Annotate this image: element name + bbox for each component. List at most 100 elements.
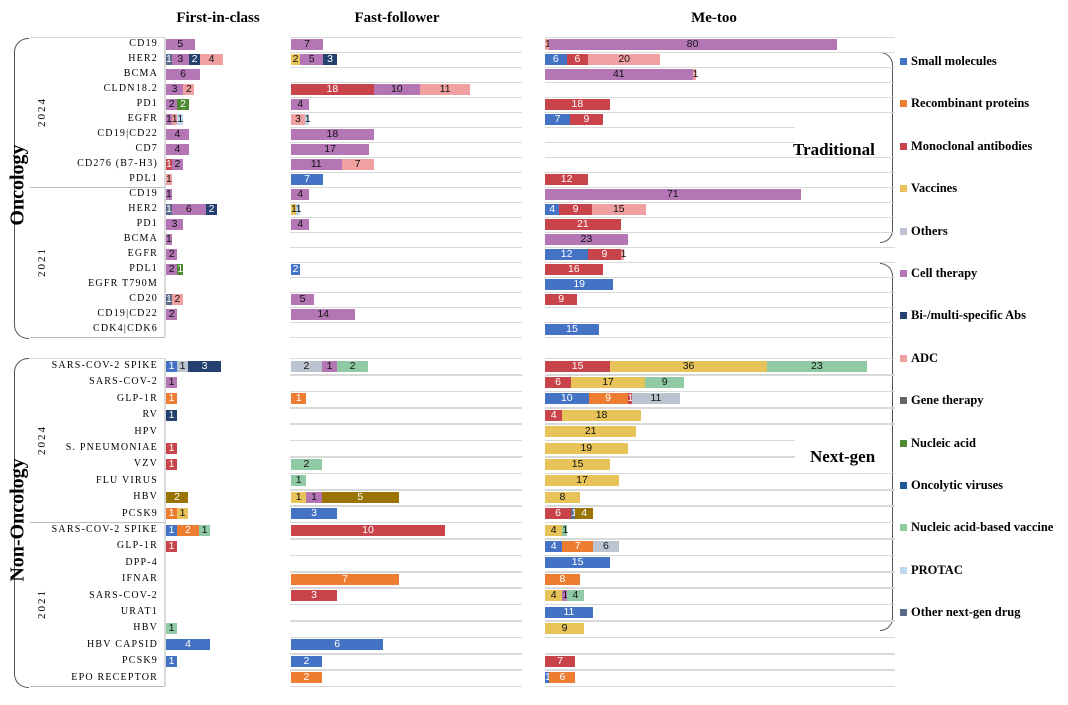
column-header-fast-follower: Fast-follower: [354, 10, 440, 26]
bar-segment-cell: 6: [171, 203, 206, 215]
axis-line: [164, 358, 166, 686]
row-separator: [545, 603, 895, 606]
row-separator: [545, 669, 895, 671]
row-separator: [290, 554, 522, 557]
row-separator: [545, 636, 895, 639]
row-separator: [545, 156, 895, 158]
row-separator: [290, 439, 522, 442]
bar-segment-cell: 3: [171, 53, 189, 65]
bar-segment-sm: 1: [166, 655, 177, 667]
legend-item-bispecific: Bi-/multi-specific Abs: [900, 308, 1065, 323]
next-gen-bracket: [880, 263, 893, 631]
legend-item-recomb: Recombinant proteins: [900, 96, 1065, 111]
legend-label: PROTAC: [911, 562, 963, 577]
bar-segment-cell: 6: [166, 68, 201, 80]
bar-segment-cell: 18: [291, 128, 374, 140]
legend-item-others: Others: [900, 224, 1065, 239]
legend-swatch: [900, 312, 907, 320]
row-separator: [545, 231, 895, 233]
bar-segment-adc: 15: [591, 203, 646, 215]
legend-label: Others: [911, 223, 948, 238]
bar-segment-mab: 6: [545, 376, 572, 388]
bar-segment-adc: 1: [545, 38, 551, 50]
row-separator: [290, 201, 522, 203]
target-label: DPP-4: [125, 556, 158, 568]
row-separator: [545, 306, 895, 308]
legend-item-other_ng: Other next-gen drug: [900, 605, 1065, 620]
target-label: CD19|CD22: [97, 308, 158, 319]
legend-swatch: [900, 609, 907, 617]
bar-segment-adc: 4: [200, 53, 223, 65]
bar-segment-sm: 12: [545, 248, 589, 260]
row-separator: [545, 489, 895, 491]
target-label: VZV: [133, 458, 158, 470]
bar-segment-sm: 1: [545, 671, 551, 684]
bar-segment-navax: 4: [566, 590, 585, 602]
bar-segment-mab: 1: [627, 392, 634, 405]
legend-item-mab: Monoclonal antibodies: [900, 139, 1065, 154]
bar-segment-recomb: 1: [166, 393, 177, 405]
bar-segment-recomb: 8: [545, 573, 580, 585]
bar-segment-navax: 2: [291, 458, 322, 470]
bar-segment-others: 1: [177, 360, 188, 372]
row-separator: [290, 126, 522, 128]
group-label-traditional: Traditional: [789, 140, 879, 160]
target-label: CD276 (B7-H3): [77, 158, 158, 169]
bar-segment-adc: 1: [171, 112, 178, 125]
bar-segment-mab: 6: [566, 53, 589, 65]
bar-segment-others: 2: [291, 360, 322, 372]
row-separator: [545, 186, 895, 188]
row-separator: [545, 51, 895, 53]
bar-segment-cell: 5: [291, 293, 314, 305]
bar-segment-sm: 4: [545, 540, 563, 552]
bar-segment-sm: 1: [166, 524, 177, 536]
bar-segment-vaccine: 21: [545, 426, 637, 438]
bar-segment-mab: 15: [545, 360, 611, 372]
bar-segment-cell: 2: [166, 263, 178, 275]
row-separator: [290, 276, 522, 278]
bar-segment-vaccine: 2: [291, 52, 301, 65]
bar-segment-other_ng: 1: [166, 292, 172, 305]
row-separator: [30, 36, 165, 38]
bar-segment-bispecific: 3: [323, 53, 337, 65]
bar-segment-navax: 9: [645, 376, 685, 388]
row-separator: [290, 423, 522, 425]
bar-segment-cell: 4: [291, 98, 310, 110]
row-separator: [290, 620, 522, 622]
row-separator: [290, 66, 522, 68]
bar-segment-other_ng: 1: [166, 52, 172, 65]
bar-segment-sm: 15: [545, 323, 599, 335]
target-label: HBV CAPSID: [87, 638, 158, 650]
row-separator: [290, 96, 522, 98]
bar-segment-adc: 3: [291, 113, 305, 125]
legend-item-cell: Cell therapy: [900, 266, 1065, 281]
legend-swatch: [900, 227, 907, 235]
bar-segment-mab: 1: [166, 157, 172, 170]
target-label: CLDN18.2: [103, 83, 158, 94]
bar-segment-cell: 2: [166, 308, 178, 320]
bar-segment-vaccine: 18: [562, 409, 641, 421]
bar-segment-sm: 7: [545, 113, 571, 125]
bar-segment-cell: 17: [291, 143, 370, 155]
target-label: EGFR: [127, 248, 158, 259]
target-label: EGFR: [127, 113, 158, 124]
row-separator: [545, 390, 895, 393]
row-separator: [545, 653, 895, 655]
row-separator: [30, 336, 165, 338]
bar-segment-vaccine: 19: [545, 442, 628, 454]
row-separator: [545, 126, 795, 128]
target-label: EPO RECEPTOR: [71, 671, 158, 683]
row-separator: [545, 246, 895, 248]
panel-label: Non-Oncology: [6, 458, 29, 582]
year-label: 2024: [36, 424, 48, 455]
row-separator: [290, 603, 522, 606]
row-separator: [290, 456, 522, 458]
bar-segment-mab: 18: [291, 83, 374, 95]
column-header-me-too: Me-too: [691, 10, 737, 26]
panel-label: Oncology: [6, 144, 29, 226]
bar-segment-other_ng: 1: [166, 202, 172, 215]
target-label: RV: [142, 409, 158, 421]
bar-segment-recomb: 7: [562, 540, 593, 552]
legend-label: Vaccines: [911, 181, 958, 196]
row-separator: [545, 521, 895, 524]
